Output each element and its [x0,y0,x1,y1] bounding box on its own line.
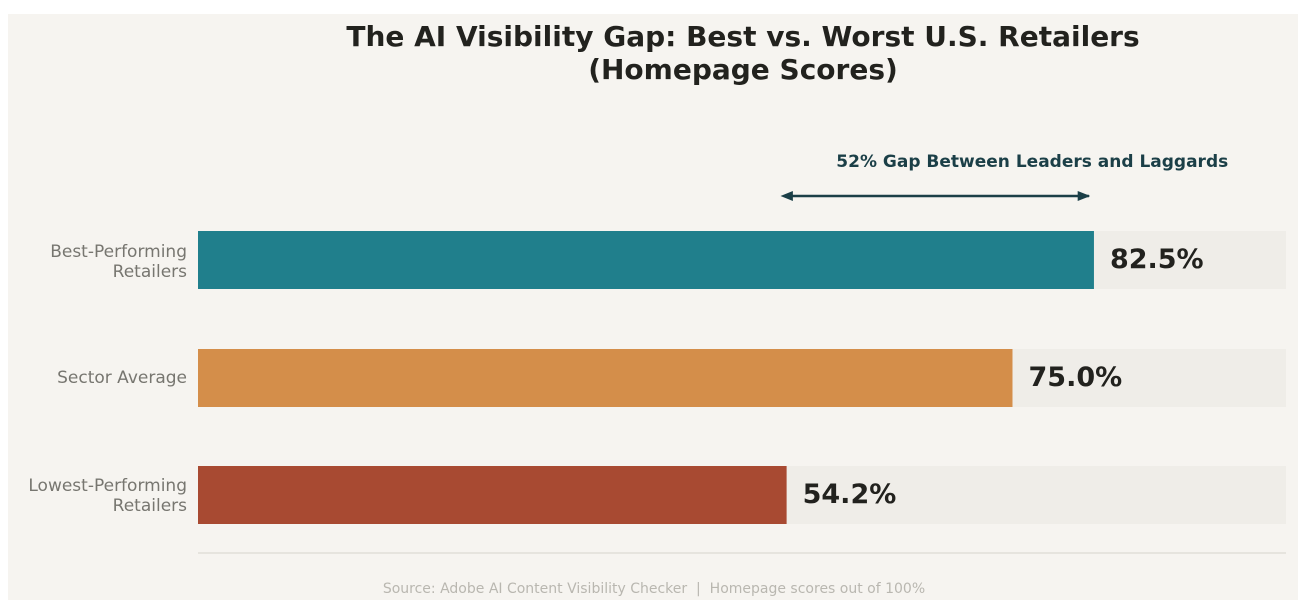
category-label-lowest: Lowest-Performing Retailers [28,476,187,516]
chart-title-main: The AI Visibility Gap: Best vs. Worst U.… [346,20,1140,53]
category-label-line: Retailers [112,262,187,282]
gap-annotation-label: 52% Gap Between Leaders and Laggards [836,152,1229,172]
value-label-lowest: 54.2% [802,479,897,510]
chart-title: The AI Visibility Gap: Best vs. Worst U.… [200,20,1286,86]
category-label-average: Sector Average [57,368,187,388]
category-label-line: Lowest-Performing [28,476,187,496]
category-label-best: Best-Performing Retailers [50,242,187,282]
bar-best [198,231,1094,289]
category-label-line: Best-Performing [50,242,187,262]
bar-average [198,349,1013,407]
chart-subtitle: (Homepage Scores) [588,53,898,86]
bar-lowest [198,466,787,524]
category-label-line: Retailers [112,496,187,516]
value-label-average: 75.0% [1028,362,1123,393]
category-label-line: Sector Average [57,368,187,388]
value-label-best: 82.5% [1109,244,1204,275]
source-note: Source: Adobe AI Content Visibility Chec… [382,581,926,597]
